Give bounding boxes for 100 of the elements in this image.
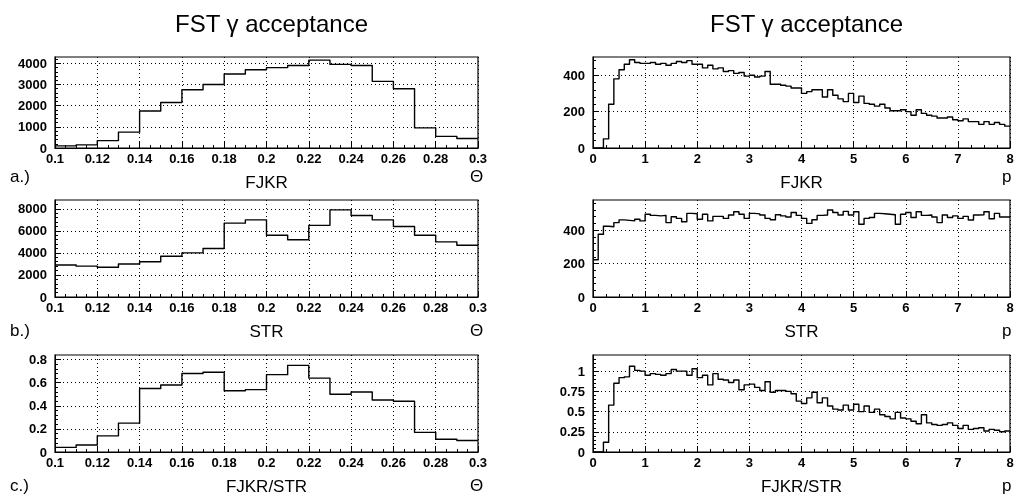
text: p xyxy=(1002,476,1012,495)
x-tick-label: 0.26 xyxy=(380,455,407,470)
text: p xyxy=(1002,321,1012,340)
y-tick-label: 0.8 xyxy=(28,352,47,368)
y-tick-label: 0.75 xyxy=(559,383,585,399)
y-tick-label: 1 xyxy=(577,363,585,379)
y-tick-label: 2000 xyxy=(18,267,47,283)
text: b.) xyxy=(10,321,30,340)
x-tick-label: 0.24 xyxy=(338,151,365,166)
y-tick-label: 200 xyxy=(563,104,585,120)
y-tick-label: 4000 xyxy=(18,55,47,71)
x-tick-label: 8 xyxy=(1006,151,1014,166)
x-tick-label: 4 xyxy=(797,151,806,166)
x-tick-label: 7 xyxy=(954,300,962,315)
x-axis-title: FJKR xyxy=(245,173,288,192)
chart-title: FST γ acceptance xyxy=(175,9,368,37)
x-tick-label: 0.18 xyxy=(211,455,237,470)
y-tick-label: 0.25 xyxy=(559,424,585,440)
x-tick-label: 5 xyxy=(850,151,858,166)
x-tick-label: 1 xyxy=(641,455,649,470)
x-tick-label: 0.1 xyxy=(45,300,65,315)
x-tick-label: 0 xyxy=(589,455,597,470)
y-tick-label: 0.5 xyxy=(566,404,585,420)
x-tick-label: 4 xyxy=(797,455,806,470)
x-tick-label: 0.24 xyxy=(338,300,365,315)
text: Θ xyxy=(470,476,484,495)
y-tick-label: 0 xyxy=(577,140,585,156)
x-tick-label: 2 xyxy=(693,300,701,315)
y-tick-label: 0 xyxy=(39,289,47,305)
x-tick-label: 0.16 xyxy=(169,151,195,166)
x-tick-label: 3 xyxy=(745,455,753,470)
x-tick-label: 5 xyxy=(850,455,858,470)
x-tick-label: 0.18 xyxy=(211,151,237,166)
x-tick-label: 8 xyxy=(1006,455,1014,470)
x-tick-label: 0.1 xyxy=(45,151,65,166)
y-tick-label: 400 xyxy=(563,222,585,238)
y-tick-label: 200 xyxy=(563,256,585,272)
x-axis-title: STR xyxy=(784,322,819,341)
x-tick-label: 4 xyxy=(797,300,806,315)
x-tick-label: 0.12 xyxy=(84,151,110,166)
x-tick-label: 0.18 xyxy=(211,300,237,315)
y-tick-label: 3000 xyxy=(18,77,47,93)
x-tick-label: 0.14 xyxy=(126,151,154,166)
x-tick-label: 3 xyxy=(745,300,753,315)
y-tick-label: 0.4 xyxy=(28,398,48,414)
y-tick-label: 2000 xyxy=(18,98,47,114)
x-tick-label: 7 xyxy=(954,455,962,470)
x-tick-label: 6 xyxy=(902,455,910,470)
x-tick-label: 0.26 xyxy=(380,300,407,315)
y-tick-label: 0 xyxy=(39,444,47,460)
x-tick-label: 0.14 xyxy=(126,455,154,470)
x-tick-label: 0.28 xyxy=(423,300,449,315)
x-tick-label: 0.22 xyxy=(296,455,322,470)
y-tick-label: 6000 xyxy=(18,223,47,239)
x-tick-label: 7 xyxy=(954,151,962,166)
x-tick-label: 0.2 xyxy=(257,151,276,166)
x-tick-label: 0.28 xyxy=(423,455,449,470)
x-tick-label: 0.3 xyxy=(468,455,488,470)
x-tick-label: 2 xyxy=(693,455,701,470)
y-tick-label: 0 xyxy=(39,140,47,156)
chart-title: FST γ acceptance xyxy=(710,9,903,37)
text: p xyxy=(1002,167,1012,186)
x-tick-label: 0.12 xyxy=(84,455,110,470)
y-tick-label: 0 xyxy=(577,444,585,460)
x-axis-title: FJKR/STR xyxy=(225,477,308,496)
x-tick-label: 0.22 xyxy=(296,300,322,315)
y-tick-label: 400 xyxy=(563,67,585,83)
x-tick-label: 8 xyxy=(1006,300,1014,315)
x-tick-label: 0.16 xyxy=(169,300,195,315)
x-tick-label: 0.2 xyxy=(257,455,276,470)
y-tick-label: 0 xyxy=(577,289,585,305)
x-axis-title: FJKR/STR xyxy=(760,477,843,496)
x-tick-label: 0.3 xyxy=(468,151,488,166)
x-tick-label: 3 xyxy=(745,151,753,166)
text: Θ xyxy=(470,321,484,340)
x-tick-label: 1 xyxy=(641,300,649,315)
x-tick-label: 0.1 xyxy=(45,455,65,470)
x-tick-label: 0.12 xyxy=(84,300,110,315)
y-tick-label: 0.2 xyxy=(28,421,47,437)
x-tick-label: 6 xyxy=(902,151,910,166)
x-tick-label: 0.3 xyxy=(468,300,488,315)
text: a.) xyxy=(10,167,30,186)
x-tick-label: 0 xyxy=(589,151,597,166)
y-tick-label: 0.6 xyxy=(28,375,47,391)
x-tick-label: 6 xyxy=(902,300,910,315)
x-tick-label: 0.2 xyxy=(257,300,276,315)
text: c.) xyxy=(10,476,29,495)
x-tick-label: 0.16 xyxy=(169,455,195,470)
x-axis-title: STR xyxy=(249,322,284,341)
x-tick-label: 0.22 xyxy=(296,151,322,166)
y-tick-label: 4000 xyxy=(18,245,47,261)
x-axis-title: FJKR xyxy=(780,173,823,192)
x-tick-label: 2 xyxy=(693,151,701,166)
x-tick-label: 0 xyxy=(589,300,597,315)
x-tick-label: 5 xyxy=(850,300,858,315)
x-tick-label: 0.28 xyxy=(423,151,449,166)
y-tick-label: 1000 xyxy=(18,119,47,135)
x-tick-label: 0.14 xyxy=(126,300,154,315)
x-tick-label: 0.26 xyxy=(380,151,407,166)
text: Θ xyxy=(470,167,484,186)
